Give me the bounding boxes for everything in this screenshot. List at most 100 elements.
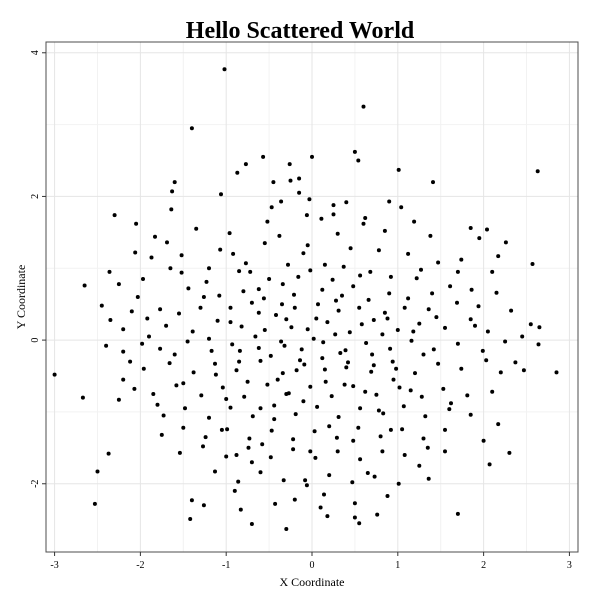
data-point [218, 247, 223, 252]
data-point [335, 449, 340, 454]
data-point [242, 394, 247, 399]
data-point [310, 154, 314, 159]
x-tick-label: 2 [481, 560, 486, 571]
data-point [344, 365, 349, 370]
data-point [399, 205, 404, 210]
data-point [327, 424, 332, 429]
data-point [168, 266, 173, 271]
data-point [530, 262, 535, 266]
data-point [448, 284, 453, 289]
data-point [297, 190, 302, 195]
data-point [301, 399, 306, 404]
data-point [280, 302, 284, 307]
data-point [225, 427, 230, 432]
data-point [277, 233, 282, 238]
data-point [256, 346, 261, 350]
data-point [149, 255, 154, 260]
data-point [133, 250, 138, 255]
data-point [536, 342, 541, 347]
data-point [431, 347, 436, 352]
data-point [188, 517, 193, 521]
data-point [303, 478, 308, 483]
data-point [269, 428, 274, 433]
data-point [503, 339, 508, 344]
data-point [174, 383, 179, 388]
data-point [249, 460, 254, 465]
data-point [222, 67, 227, 72]
data-point [357, 521, 362, 526]
data-point [261, 296, 266, 301]
data-point [348, 246, 353, 251]
data-point [380, 449, 385, 454]
x-tick-label: 0 [310, 560, 315, 571]
data-point [234, 453, 239, 457]
data-point [271, 180, 276, 185]
data-point [228, 305, 233, 310]
data-point [319, 216, 324, 221]
data-point [190, 329, 195, 334]
data-point [443, 449, 447, 454]
data-point [104, 343, 109, 348]
data-point [459, 366, 464, 371]
data-point [167, 361, 172, 366]
data-point [106, 451, 111, 456]
data-point [334, 298, 338, 303]
data-point [316, 302, 320, 307]
data-point [219, 192, 223, 197]
data-point [431, 180, 435, 185]
data-point [301, 251, 306, 256]
data-point [322, 367, 327, 372]
data-point [213, 372, 218, 377]
data-point [394, 366, 399, 371]
data-point [159, 432, 164, 437]
data-point [507, 450, 512, 455]
data-point [413, 371, 417, 376]
data-point [387, 291, 392, 296]
data-point [305, 243, 310, 248]
data-point [302, 362, 307, 367]
data-point [449, 401, 453, 406]
grid-lines [46, 42, 578, 552]
data-point [199, 393, 204, 398]
data-point [376, 408, 381, 413]
data-point [409, 338, 414, 343]
data-point [286, 262, 290, 267]
data-point [455, 269, 460, 274]
data-point [307, 197, 312, 202]
data-point [227, 231, 232, 236]
y-axis: -2 0 2 4 [30, 50, 46, 488]
data-point [430, 291, 435, 296]
data-point [322, 492, 326, 497]
data-point [269, 205, 274, 210]
data-point [401, 404, 406, 409]
data-point [267, 277, 272, 281]
data-point [554, 370, 559, 375]
data-point [320, 287, 325, 292]
data-point [236, 479, 241, 484]
data-point [465, 393, 470, 398]
data-point [537, 325, 542, 330]
data-point [443, 325, 447, 330]
data-point [268, 353, 273, 358]
data-point [169, 207, 174, 212]
data-point [382, 228, 387, 233]
data-point [141, 277, 145, 281]
data-point [325, 514, 330, 519]
x-tick-label: -2 [136, 560, 144, 571]
data-point [230, 342, 235, 347]
data-point [179, 270, 184, 275]
data-point [396, 481, 401, 486]
data-point [92, 501, 97, 506]
data-point [304, 213, 309, 218]
data-point [421, 352, 426, 357]
data-point [477, 236, 482, 241]
data-point [249, 300, 254, 305]
data-point [350, 480, 355, 485]
data-point [158, 307, 163, 312]
data-point [207, 415, 211, 420]
data-point [298, 358, 302, 363]
data-point [327, 473, 332, 478]
data-point [170, 189, 175, 194]
data-point [469, 287, 474, 292]
